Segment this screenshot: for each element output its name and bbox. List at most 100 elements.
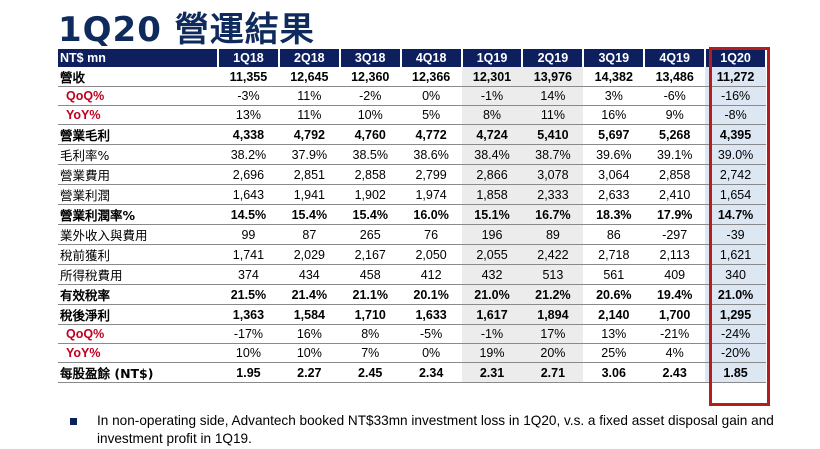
table-cell: -6% bbox=[644, 86, 706, 107]
bullet-icon bbox=[70, 418, 77, 425]
quarter-header: 1Q18 bbox=[218, 49, 280, 68]
table-cell: 1,710 bbox=[339, 304, 401, 326]
table-row: 業外收入與費用 99 87 265 76 196 89 86 -297 -39 bbox=[58, 224, 767, 246]
table-cell: 265 bbox=[339, 224, 401, 246]
table-cell: 434 bbox=[278, 264, 340, 286]
unit-label: NT$ mn bbox=[58, 49, 219, 68]
table-cell: 39.6% bbox=[583, 144, 645, 166]
quarter-header: 1Q20 bbox=[705, 49, 768, 68]
quarter-header: 4Q18 bbox=[400, 49, 463, 68]
row-label: 業外收入與費用 bbox=[58, 224, 218, 246]
row-label: 營業費用 bbox=[58, 164, 218, 186]
table-cell: 13% bbox=[583, 324, 645, 345]
row-label: 稅前獲利 bbox=[58, 244, 218, 266]
table-cell: 5% bbox=[400, 105, 462, 126]
table-cell: 38.4% bbox=[461, 144, 523, 166]
table-cell: 16% bbox=[278, 324, 340, 345]
table-cell: 2,410 bbox=[644, 184, 706, 206]
table-cell: 89 bbox=[522, 224, 584, 246]
table-cell: 13% bbox=[218, 105, 279, 126]
row-label: 每股盈餘 (NT$) bbox=[58, 362, 218, 384]
table-cell: 1,621 bbox=[705, 244, 767, 266]
page-title: 1Q20 營運結果 bbox=[58, 10, 315, 50]
table-cell: -24% bbox=[705, 324, 767, 345]
table-row: QoQ% -17% 16% 8% -5% -1% 17% 13% -21% -24% bbox=[58, 324, 767, 345]
table-cell: 2,866 bbox=[461, 164, 523, 186]
table-cell: 2.34 bbox=[400, 362, 462, 384]
table-cell: 86 bbox=[583, 224, 645, 246]
table-cell: 19% bbox=[461, 343, 523, 364]
row-label: 營收 bbox=[58, 67, 218, 88]
table-cell: 20.1% bbox=[400, 284, 462, 306]
table-row: 營收 11,355 12,645 12,360 12,366 12,301 13,976 14… bbox=[58, 67, 767, 88]
table-cell: 21.5% bbox=[218, 284, 279, 306]
table-cell: 2,333 bbox=[522, 184, 584, 206]
table-cell: 3,078 bbox=[522, 164, 584, 186]
table-cell: 2,696 bbox=[218, 164, 279, 186]
table-cell: 38.2% bbox=[218, 144, 279, 166]
row-label: YoY% bbox=[58, 105, 218, 126]
table-cell: 5,410 bbox=[522, 124, 584, 146]
table-row: 營業利潤 1,643 1,941 1,902 1,974 1,858 2,333 2,633 2… bbox=[58, 184, 767, 206]
table-cell: -1% bbox=[461, 324, 523, 345]
table-cell: 21.2% bbox=[522, 284, 584, 306]
table-cell: 38.7% bbox=[522, 144, 584, 166]
table-cell: 87 bbox=[278, 224, 340, 246]
table-row: 稅後淨利 1,363 1,584 1,710 1,633 1,617 1,894 2,140 1… bbox=[58, 304, 767, 326]
table-cell: 2.27 bbox=[278, 362, 340, 384]
table-cell: 2,422 bbox=[522, 244, 584, 266]
table-cell: 1,700 bbox=[644, 304, 706, 326]
table-cell: 14,382 bbox=[583, 67, 645, 88]
table-cell: 76 bbox=[400, 224, 462, 246]
table-cell: 1,894 bbox=[522, 304, 584, 326]
table-cell: 21.1% bbox=[339, 284, 401, 306]
table-cell: 2,742 bbox=[705, 164, 767, 186]
table-cell: 2,858 bbox=[644, 164, 706, 186]
table-row: 稅前獲利 1,741 2,029 2,167 2,050 2,055 2,422 2,718 2… bbox=[58, 244, 767, 266]
table-cell: 13,486 bbox=[644, 67, 706, 88]
table-cell: 9% bbox=[644, 105, 706, 126]
current-quarter-highlight bbox=[709, 47, 770, 406]
table-row: 毛利率% 38.2% 37.9% 38.5% 38.6% 38.4% 38.7% 39.6% 3… bbox=[58, 144, 767, 166]
table-cell: 2.71 bbox=[522, 362, 584, 384]
row-label: 毛利率% bbox=[58, 144, 218, 166]
table-cell: 1,643 bbox=[218, 184, 279, 206]
table-cell: 15.4% bbox=[339, 204, 401, 226]
financial-results-table: NT$ mn 1Q18 2Q18 3Q18 4Q18 1Q19 2Q19 3Q19 4Q19 1… bbox=[58, 49, 768, 384]
table-cell: 5,268 bbox=[644, 124, 706, 146]
table-cell: 12,360 bbox=[339, 67, 401, 88]
quarter-header: 3Q19 bbox=[583, 49, 646, 68]
table-cell: -16% bbox=[705, 86, 767, 107]
table-row: QoQ% -3% 11% -2% 0% -1% 14% 3% -6% -16% bbox=[58, 86, 767, 107]
table-cell: 20.6% bbox=[583, 284, 645, 306]
table-cell: 38.6% bbox=[400, 144, 462, 166]
table-cell: 2,050 bbox=[400, 244, 462, 266]
table-row: 營業利潤率% 14.5% 15.4% 15.4% 16.0% 15.1% 16.7% 18.3… bbox=[58, 204, 767, 226]
table-cell: -2% bbox=[339, 86, 401, 107]
table-cell: 3% bbox=[583, 86, 645, 107]
table-cell: 15.1% bbox=[461, 204, 523, 226]
table-cell: 8% bbox=[461, 105, 523, 126]
quarter-header: 4Q19 bbox=[644, 49, 707, 68]
table-cell: 39.0% bbox=[705, 144, 767, 166]
row-label: 有效稅率 bbox=[58, 284, 218, 306]
table-cell: 4,792 bbox=[278, 124, 340, 146]
table-cell: 4,760 bbox=[339, 124, 401, 146]
table-cell: 1,941 bbox=[278, 184, 340, 206]
table-cell: 25% bbox=[583, 343, 645, 364]
table-cell: 99 bbox=[218, 224, 279, 246]
table-cell: 4,338 bbox=[218, 124, 279, 146]
table-cell: 16.0% bbox=[400, 204, 462, 226]
table-header-row: NT$ mn 1Q18 2Q18 3Q18 4Q18 1Q19 2Q19 3Q19 4Q19 1… bbox=[58, 49, 768, 68]
table-cell: 10% bbox=[278, 343, 340, 364]
table-cell: -21% bbox=[644, 324, 706, 345]
table-cell: 5,697 bbox=[583, 124, 645, 146]
table-cell: 12,645 bbox=[278, 67, 340, 88]
table-cell: 13,976 bbox=[522, 67, 584, 88]
table-cell: -3% bbox=[218, 86, 279, 107]
table-row: YoY% 10% 10% 7% 0% 19% 20% 25% 4% -20% bbox=[58, 343, 767, 364]
table-cell: 561 bbox=[583, 264, 645, 286]
table-cell: 2.43 bbox=[644, 362, 706, 384]
table-cell: 2,858 bbox=[339, 164, 401, 186]
table-cell: 21.0% bbox=[461, 284, 523, 306]
